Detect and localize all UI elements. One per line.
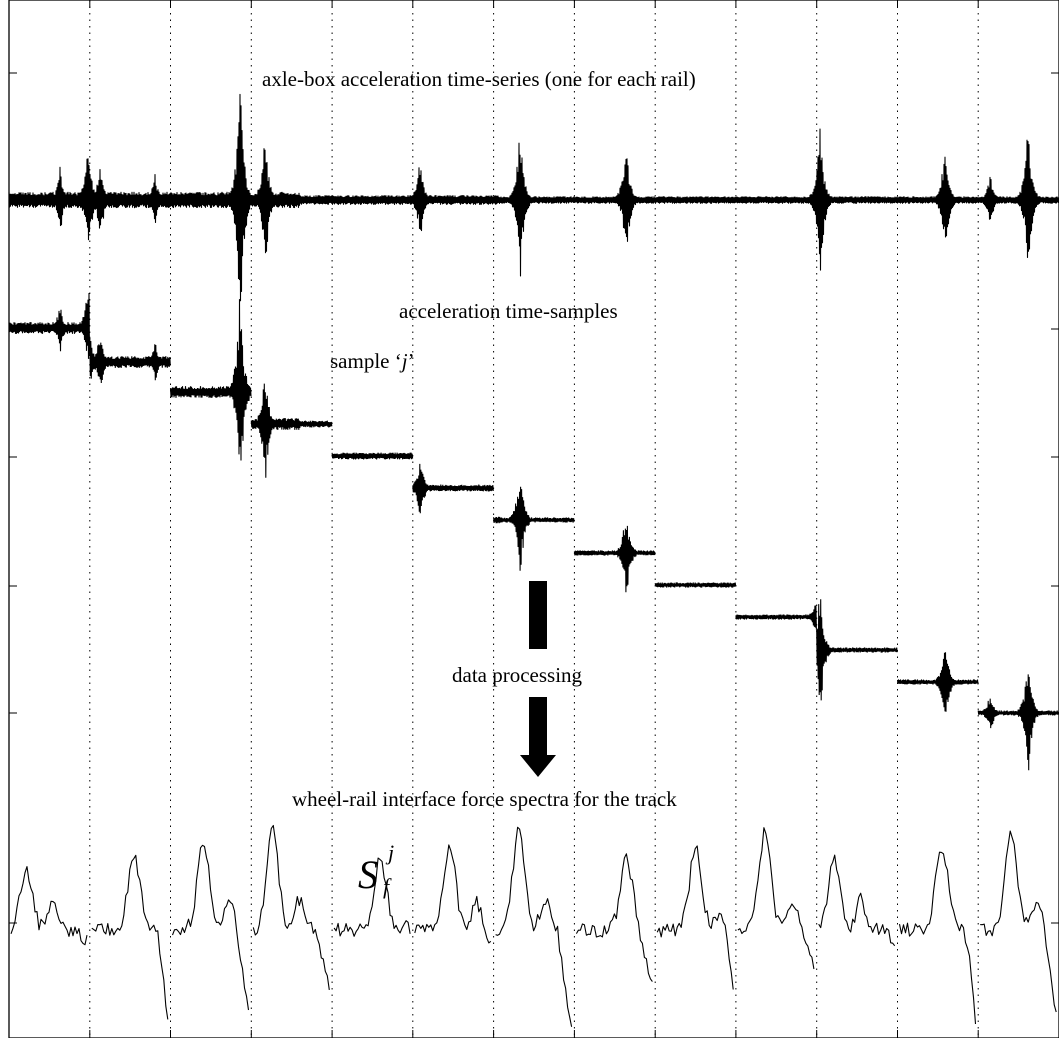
- spectrum-curve: [818, 854, 896, 947]
- spectrum-curve: [656, 845, 734, 990]
- arrow-shaft-upper: [529, 581, 547, 649]
- spectrum-curve: [495, 826, 573, 1027]
- spectrum-curve: [898, 851, 977, 1025]
- spectrum-symbol: S j f: [358, 840, 394, 899]
- sample-segment: [331, 452, 414, 460]
- sample-segment: [977, 674, 1059, 771]
- spectrum-curve: [252, 824, 330, 990]
- symbol-superscript: j: [385, 840, 394, 865]
- force-spectra: [10, 824, 1057, 1027]
- sample-segment: [493, 486, 575, 571]
- spectrum-curve: [333, 857, 411, 937]
- acceleration-samples: [8, 292, 1059, 771]
- spectrum-curve: [91, 854, 169, 1020]
- spectrum-curve: [737, 827, 815, 970]
- sample-segment: [250, 383, 333, 478]
- arrow-head: [520, 755, 556, 777]
- spectrum-curve: [10, 866, 88, 946]
- vertical-gridlines: [89, 0, 979, 1038]
- axis-ticks: [9, 0, 1059, 1038]
- sample-segment: [573, 525, 656, 593]
- timeseries-trace: [8, 93, 1059, 302]
- label-spectra: wheel-rail interface force spectra for t…: [292, 787, 677, 811]
- label-sample-j: sample ‘j’: [330, 349, 415, 373]
- spectrum-curve: [980, 830, 1057, 1013]
- arrow-shaft-lower: [529, 697, 547, 755]
- processing-arrow: [520, 581, 556, 777]
- spectrum-curve: [171, 844, 250, 1011]
- sample-segment: [816, 599, 898, 701]
- symbol-base: S: [358, 852, 378, 897]
- sample-segment: [169, 299, 252, 461]
- spectrum-curve: [575, 853, 653, 982]
- label-processing: data processing: [452, 663, 583, 687]
- sample-segment: [89, 336, 171, 384]
- label-samples: acceleration time-samples: [399, 299, 618, 323]
- spectrum-curve: [414, 844, 492, 944]
- label-timeseries: axle-box acceleration time-series (one f…: [262, 67, 696, 91]
- sample-segment: [8, 292, 91, 359]
- sample-segment: [735, 605, 817, 630]
- sample-segment: [412, 463, 494, 514]
- sample-segment: [896, 652, 979, 712]
- sample-segment: [654, 582, 737, 588]
- symbol-subscript: f: [383, 874, 392, 899]
